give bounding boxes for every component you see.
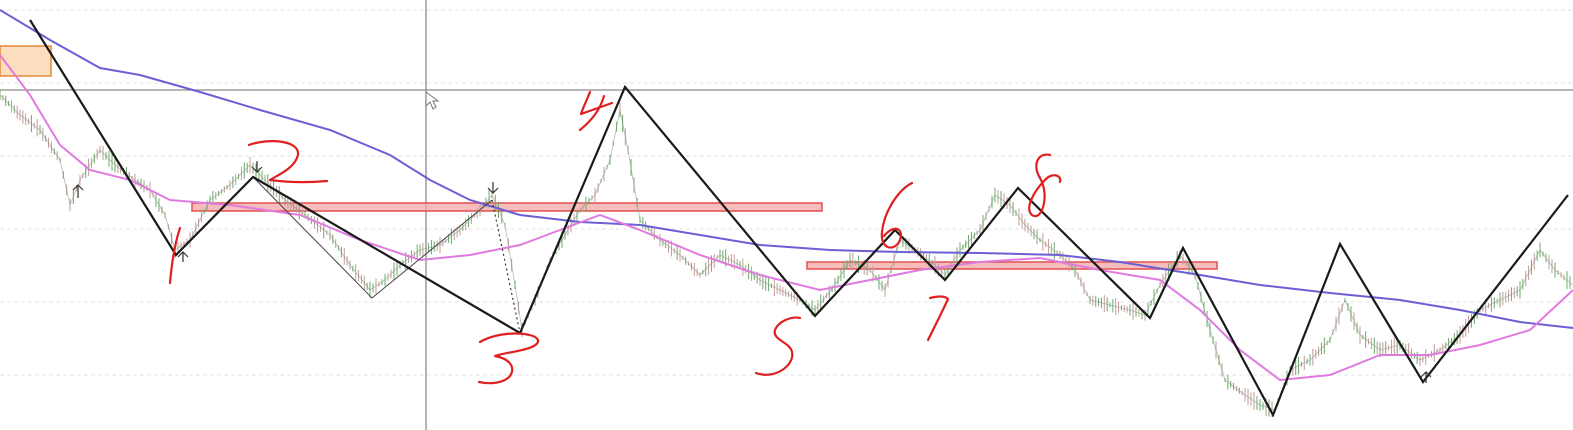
handwritten-digit-5	[754, 316, 802, 376]
handwritten-digit-7	[926, 295, 950, 342]
handwritten-digit-3	[477, 332, 540, 385]
series-lines	[0, 9, 1573, 417]
order-block	[0, 45, 52, 77]
minor-zigzag-line	[252, 176, 493, 299]
moving-average-slow-line	[0, 9, 1573, 329]
moving-average-fast-line	[0, 54, 1573, 382]
major-zigzag-line	[29, 19, 1569, 418]
arrow-up-icon	[177, 251, 189, 262]
handwritten-annotations	[168, 90, 1062, 385]
zigzag-lines	[29, 19, 1569, 418]
support-zone	[806, 261, 1218, 270]
arrow-down-icon	[251, 161, 263, 173]
handwritten-digit-2	[247, 140, 329, 184]
handwritten-digit-6	[880, 181, 914, 249]
mouse-cursor-icon	[425, 91, 440, 110]
handwritten-digit-8	[1028, 153, 1062, 218]
grid-lines	[0, 9, 1573, 376]
arrow-down-icon	[487, 182, 499, 194]
pivot-markers	[72, 161, 1432, 383]
handwritten-digit-1	[168, 226, 182, 285]
arrow-up-icon	[72, 184, 84, 198]
dotted-connector-line	[491, 199, 521, 334]
zones	[0, 45, 1218, 270]
handwritten-digit-4	[578, 90, 614, 132]
arrow-up-icon	[1420, 371, 1432, 383]
